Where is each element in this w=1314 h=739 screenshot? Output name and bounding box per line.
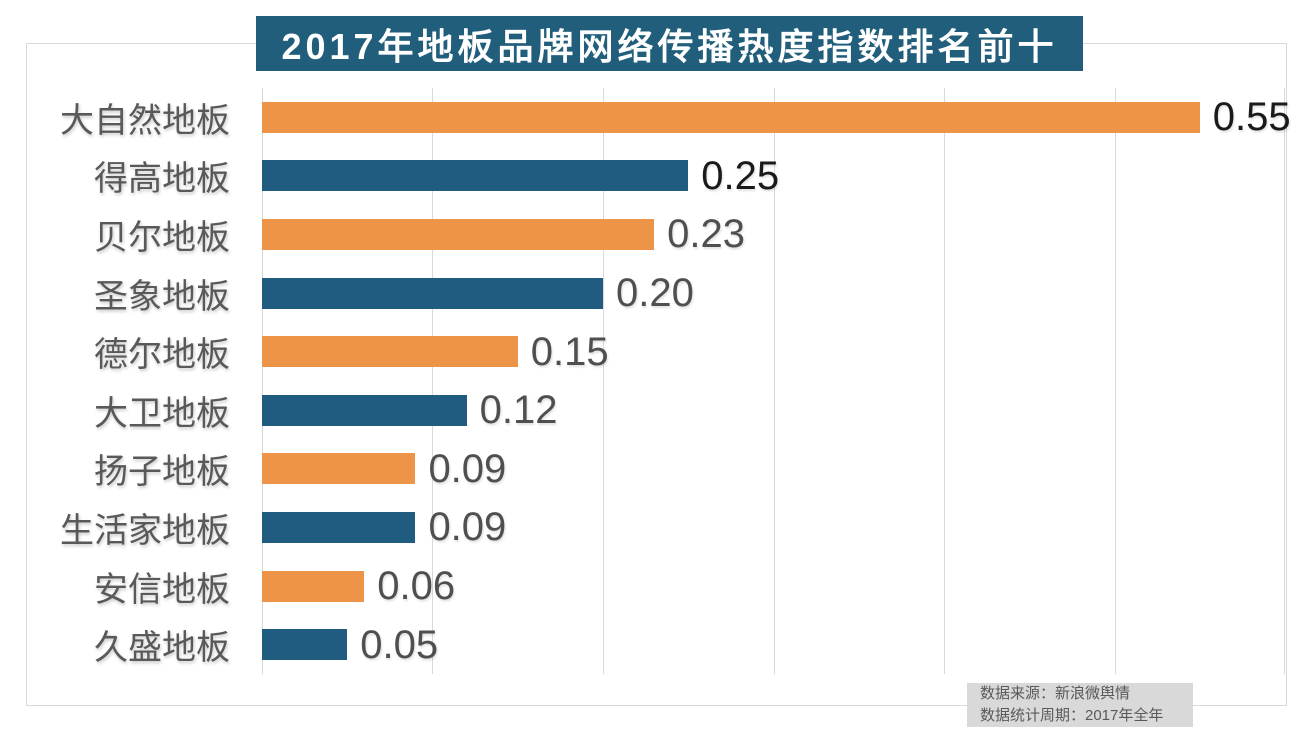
value-label: 0.09 xyxy=(428,446,507,491)
value-label: 0.05 xyxy=(360,622,439,667)
value-label: 0.23 xyxy=(667,212,745,257)
bar xyxy=(262,570,365,602)
value-label: 0.25 xyxy=(701,153,780,198)
bar-row: 0.23 xyxy=(262,205,1285,264)
gridline xyxy=(432,88,434,674)
gridline xyxy=(1284,88,1285,674)
category-label: 圣象地板 xyxy=(94,277,230,316)
value-label: 0.20 xyxy=(616,271,694,316)
category-label: 生活家地板 xyxy=(60,511,230,550)
bar-row: 0.05 xyxy=(262,615,1285,674)
bar xyxy=(262,336,518,368)
chart-frame xyxy=(26,43,1287,706)
bar xyxy=(262,277,603,309)
gridline xyxy=(943,88,945,674)
bar-row: 0.09 xyxy=(262,440,1285,499)
bar xyxy=(262,394,467,426)
value-label: 0.06 xyxy=(377,564,456,609)
category-label: 大卫地板 xyxy=(94,394,230,433)
bar xyxy=(262,511,416,543)
plot-area: 0.55 0.25 0.23 0.20 0.15 0.12 0.09 0.09 … xyxy=(262,88,1291,674)
gridline xyxy=(602,88,604,674)
bar-row: 0.06 xyxy=(262,557,1285,616)
category-label: 扬子地板 xyxy=(94,453,230,492)
bar xyxy=(262,453,416,485)
category-label: 安信地板 xyxy=(94,570,230,609)
bar xyxy=(262,218,655,250)
bar xyxy=(262,101,1200,133)
value-label: 0.12 xyxy=(479,388,558,433)
gridline xyxy=(262,88,263,674)
bar-row: 0.15 xyxy=(262,322,1285,381)
bar-row: 0.20 xyxy=(262,264,1285,323)
value-label: 0.55 xyxy=(1212,95,1291,140)
category-label: 久盛地板 xyxy=(94,629,230,668)
value-label: 0.09 xyxy=(428,505,507,550)
source-note: 数据来源：新浪微舆情 数据统计周期：2017年全年 xyxy=(967,683,1193,727)
value-label: 0.15 xyxy=(530,329,609,374)
bar-row: 0.12 xyxy=(262,381,1285,440)
category-label: 德尔地板 xyxy=(94,336,230,375)
bar xyxy=(262,160,689,192)
category-label: 贝尔地板 xyxy=(94,218,230,257)
gridline xyxy=(1114,88,1116,674)
gridline xyxy=(773,88,775,674)
chart-title-banner: 2017年地板品牌网络传播热度指数排名前十 xyxy=(256,16,1083,71)
bar-rows: 0.55 0.25 0.23 0.20 0.15 0.12 0.09 0.09 … xyxy=(262,88,1291,674)
bar-row: 0.09 xyxy=(262,498,1285,557)
source-line2: 数据统计周期：2017年全年 xyxy=(980,707,1164,724)
bar-row: 0.55 xyxy=(262,88,1291,147)
source-line1: 数据来源：新浪微舆情 xyxy=(980,685,1131,702)
chart-title: 2017年地板品牌网络传播热度指数排名前十 xyxy=(281,25,1058,67)
category-label: 大自然地板 xyxy=(60,101,230,140)
bar-row: 0.25 xyxy=(262,147,1285,206)
bar xyxy=(262,629,348,661)
category-label: 得高地板 xyxy=(94,160,230,199)
category-axis: 大自然地板 得高地板 贝尔地板 圣象地板 德尔地板 大卫地板 扬子地板 生活家地… xyxy=(0,88,230,674)
